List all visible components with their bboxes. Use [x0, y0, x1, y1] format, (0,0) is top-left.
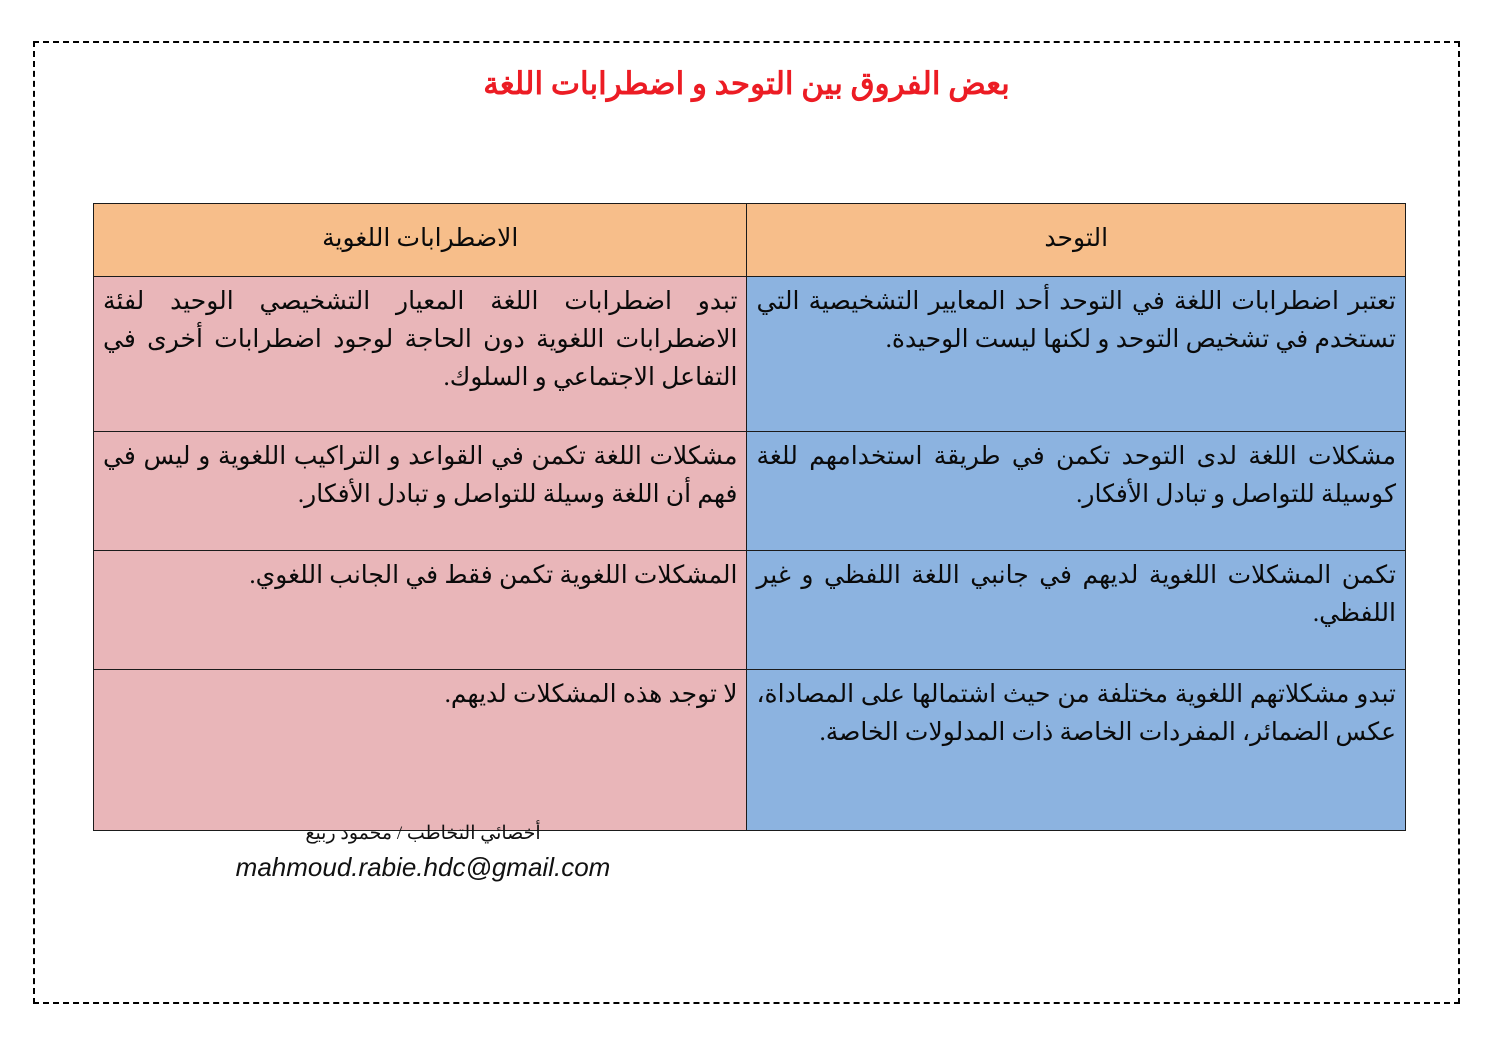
cell-autism-2: مشكلات اللغة لدى التوحد تكمن في طريقة اس…: [746, 431, 1406, 551]
table-row: تعتبر اضطرابات اللغة في التوحد أحد المعا…: [92, 276, 1406, 432]
table-row: تكمن المشكلات اللغوية لديهم في جانبي الل…: [92, 550, 1406, 670]
column-header-language-disorders: الاضطرابات اللغوية: [92, 203, 748, 277]
column-header-autism: التوحد: [746, 203, 1406, 277]
cell-language-4: لا توجد هذه المشكلات لديهم.: [92, 669, 748, 831]
cell-autism-4: تبدو مشكلاتهم اللغوية مختلفة من حيث اشتم…: [746, 669, 1406, 831]
author-credit: أخصائي التخاطب / محمود ربيع: [305, 823, 541, 844]
cell-language-3: المشكلات اللغوية تكمن فقط في الجانب اللغ…: [92, 550, 748, 670]
author-email: mahmoud.rabie.hdc@gmail.com: [235, 851, 611, 882]
table-row: تبدو مشكلاتهم اللغوية مختلفة من حيث اشتم…: [92, 669, 1406, 831]
table-header-row: التوحد الاضطرابات اللغوية: [92, 203, 1406, 277]
table-body: تعتبر اضطرابات اللغة في التوحد أحد المعا…: [92, 276, 1406, 831]
cell-autism-3: تكمن المشكلات اللغوية لديهم في جانبي الل…: [746, 550, 1406, 670]
cell-language-2: مشكلات اللغة تكمن في القواعد و التراكيب …: [92, 431, 748, 551]
cell-autism-1: تعتبر اضطرابات اللغة في التوحد أحد المعا…: [746, 276, 1406, 432]
table-row: مشكلات اللغة لدى التوحد تكمن في طريقة اس…: [92, 431, 1406, 551]
footer-block: أخصائي التخاطب / محمود ربيع mahmoud.rabi…: [93, 821, 753, 885]
page-title: بعض الفروق بين التوحد و اضطرابات اللغة: [483, 66, 1010, 101]
table-header: التوحد الاضطرابات اللغوية: [92, 203, 1406, 277]
comparison-table: التوحد الاضطرابات اللغوية تعتبر اضطرابات…: [92, 203, 1406, 831]
cell-language-1: تبدو اضطرابات اللغة المعيار التشخيصي الو…: [92, 276, 748, 432]
document-page: بعض الفروق بين التوحد و اضطرابات اللغة ا…: [33, 41, 1460, 1004]
